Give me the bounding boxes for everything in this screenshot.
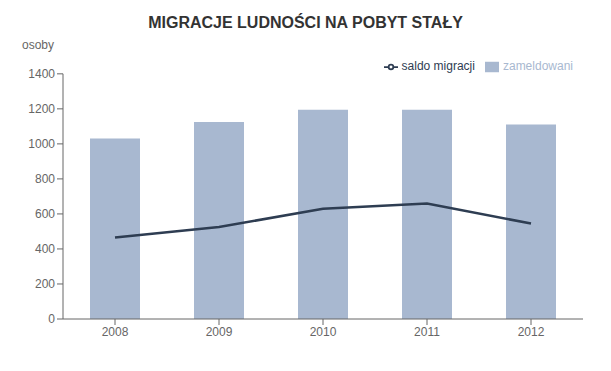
svg-text:2012: 2012 xyxy=(518,325,545,339)
html-text:osoby: osoby xyxy=(22,38,54,52)
svg-text:2009: 2009 xyxy=(206,325,233,339)
svg-text:200: 200 xyxy=(35,277,55,291)
svg-text:1000: 1000 xyxy=(28,137,55,151)
svg-text:600: 600 xyxy=(35,207,55,221)
svg-text:800: 800 xyxy=(35,172,55,186)
svg-text:1200: 1200 xyxy=(28,102,55,116)
html-text:zameldowani: zameldowani xyxy=(503,59,573,73)
svg-text:2010: 2010 xyxy=(310,325,337,339)
svg-text:400: 400 xyxy=(35,242,55,256)
svg-text:0: 0 xyxy=(48,312,55,326)
svg-text:2008: 2008 xyxy=(102,325,129,339)
svg-text:1400: 1400 xyxy=(28,67,55,81)
html-text:MIGRACJE LUDNOŚCI NA POBYT STA: MIGRACJE LUDNOŚCI NA POBYT STAŁY xyxy=(148,14,463,31)
html-text:saldo migracji: saldo migracji xyxy=(401,59,475,73)
svg-text:2011: 2011 xyxy=(414,325,440,339)
